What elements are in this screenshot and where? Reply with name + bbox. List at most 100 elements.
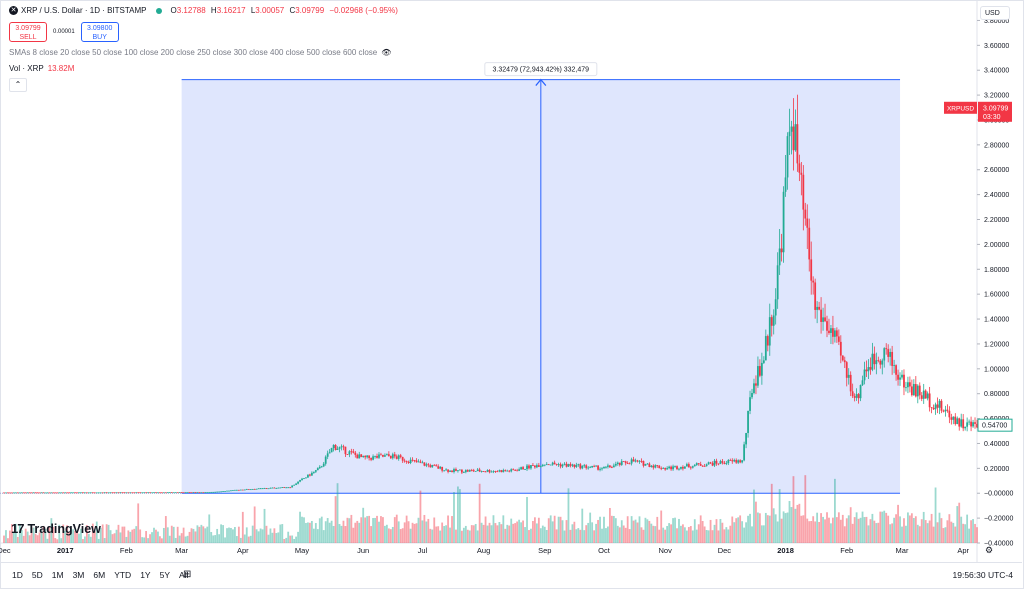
eye-icon[interactable]: 👁	[381, 48, 392, 57]
volume-bar	[271, 532, 274, 543]
candle-body	[342, 446, 345, 448]
volume-bar	[356, 520, 359, 543]
volume-bar	[60, 538, 63, 543]
candle-body	[28, 492, 31, 494]
volume-bar	[64, 530, 67, 543]
candle-body	[808, 227, 811, 260]
volume-bar	[916, 524, 919, 543]
sell-button[interactable]: 3.09799 SELL	[9, 22, 47, 42]
candle-body	[526, 465, 528, 470]
collapse-legend-button[interactable]: ⌃	[9, 78, 27, 92]
candle-body	[760, 362, 763, 376]
candle-body	[816, 306, 819, 310]
candle-body	[824, 317, 826, 322]
candle-body	[437, 466, 440, 469]
candle-body	[332, 444, 335, 449]
candle-body	[76, 492, 78, 494]
x-tick-label: Apr	[957, 546, 969, 555]
y-tick-label: 3.60000	[984, 43, 1009, 50]
volume-bar	[486, 525, 489, 543]
volume-bar	[307, 522, 309, 543]
candle-body	[64, 492, 67, 494]
candle-body	[583, 465, 586, 467]
candle-body	[713, 460, 716, 466]
range-button-ytd[interactable]: YTD	[114, 570, 132, 580]
candle-body	[551, 462, 554, 465]
candle-body	[976, 423, 978, 428]
candle-body	[512, 469, 515, 471]
range-button-all[interactable]: All	[179, 570, 189, 580]
volume-bar	[788, 501, 791, 543]
range-button-1m[interactable]: 1M	[51, 570, 64, 580]
x-tick-label: Feb	[120, 546, 133, 555]
candle-body	[119, 492, 122, 494]
candle-body	[95, 492, 98, 494]
gear-icon[interactable]: ⚙	[985, 545, 994, 555]
volume-bar	[488, 522, 491, 543]
volume-bar	[137, 503, 140, 543]
candle-body	[352, 451, 355, 453]
candle-body	[755, 383, 757, 386]
candle-body	[561, 464, 564, 467]
candle-body	[113, 492, 116, 494]
range-button-1d[interactable]: 1D	[12, 570, 23, 580]
candle-body	[968, 421, 971, 423]
candle-body	[70, 492, 73, 494]
volume-bar	[263, 508, 266, 543]
volume-bar	[853, 517, 856, 543]
range-button-5d[interactable]: 5D	[31, 570, 43, 580]
candle-body	[607, 465, 609, 467]
volume-bar	[72, 529, 74, 543]
candle-body	[814, 282, 817, 310]
sma-indicator-legend[interactable]: SMAs 8 close 20 close 50 close 100 close…	[9, 48, 391, 57]
volume-bar	[893, 517, 896, 543]
candle-body	[905, 387, 907, 389]
volume-bar	[711, 530, 714, 543]
range-button-6m[interactable]: 6M	[93, 570, 106, 580]
volume-legend[interactable]: Vol · XRP 13.82M	[9, 64, 74, 73]
volume-bar	[944, 527, 947, 543]
buy-button[interactable]: 3.09800 BUY	[80, 22, 119, 42]
clock-timezone[interactable]: 19:56:30 UTC-4	[952, 570, 1013, 580]
candle-body	[411, 459, 414, 461]
volume-bar	[678, 518, 680, 543]
volume-bar	[316, 529, 319, 543]
volume-bar	[757, 512, 759, 543]
candle-body	[123, 492, 126, 494]
range-button-1y[interactable]: 1Y	[140, 570, 151, 580]
candle-body	[535, 465, 538, 468]
candle-body	[506, 470, 509, 472]
volume-bar	[790, 507, 793, 543]
candle-body	[234, 489, 236, 491]
volume-bar	[421, 520, 424, 543]
candle-body	[480, 471, 483, 472]
volume-bar	[492, 515, 495, 543]
volume-bar	[423, 514, 426, 543]
volume-bar	[749, 513, 751, 543]
calendar-icon[interactable]: ⊞	[183, 569, 192, 580]
candle-body	[849, 374, 852, 392]
volume-bar	[581, 508, 584, 543]
range-button-3m[interactable]: 3M	[72, 570, 85, 580]
candle-body	[674, 466, 676, 467]
candle-body	[618, 462, 621, 465]
candle-body	[642, 461, 645, 466]
candle-body	[867, 367, 870, 372]
candle-body	[737, 460, 740, 463]
volume-bar	[934, 487, 937, 543]
range-button-5y[interactable]: 5Y	[159, 570, 170, 580]
tradingview-logo[interactable]: 17 TradingView	[11, 521, 101, 536]
volume-bar	[753, 489, 755, 543]
volume-bar	[494, 523, 497, 543]
y-tick-label: −0.00000	[984, 491, 1013, 498]
candle-body	[524, 469, 526, 470]
candle-body	[287, 487, 290, 489]
currency-selector[interactable]: USD	[980, 6, 1010, 20]
volume-bar	[573, 521, 576, 543]
symbol-title[interactable]: XRP / U.S. Dollar · 1D · BITSTAMP	[21, 6, 147, 15]
volume-bar	[97, 538, 100, 543]
candle-body	[725, 463, 728, 464]
volume-bar	[395, 514, 398, 543]
volume-bar	[141, 537, 144, 543]
